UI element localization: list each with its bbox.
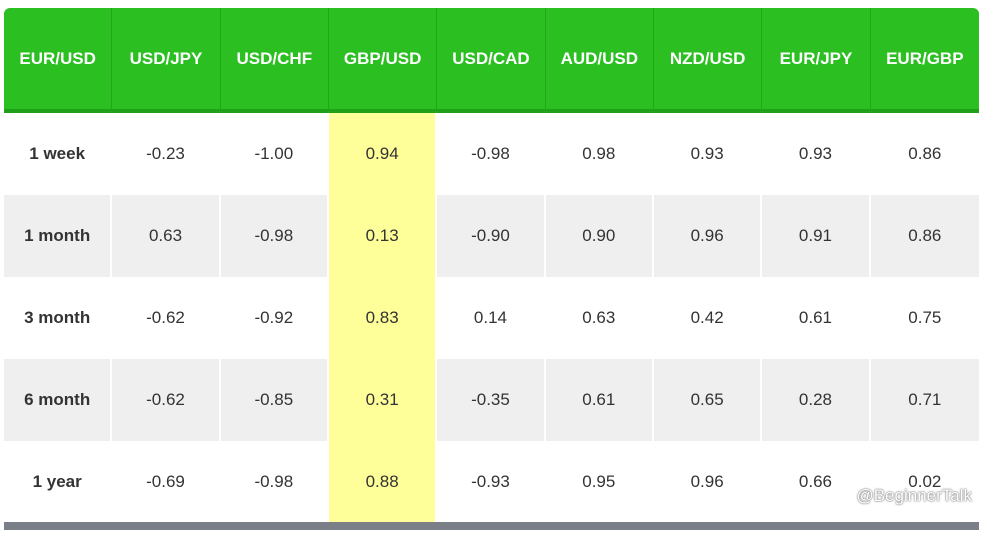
header-row: EUR/USD USD/JPY USD/CHF GBP/USD USD/CAD … xyxy=(4,8,979,113)
column-header: USD/CHF xyxy=(220,8,329,113)
watermark-text: @BeginnerTalk xyxy=(856,486,972,505)
row-period-label: 6 month xyxy=(4,359,113,441)
correlation-cell: 0.94 xyxy=(328,113,438,195)
correlation-cell: 0.75 xyxy=(870,277,979,359)
column-header: NZD/USD xyxy=(653,8,763,113)
correlation-cell: -1.00 xyxy=(220,113,329,195)
correlation-cell: 0.83 xyxy=(328,277,438,359)
correlation-cell: 0.86 xyxy=(870,195,979,277)
correlation-cell: 0.63 xyxy=(112,195,221,277)
correlation-cell: -0.69 xyxy=(112,441,221,523)
column-header: EUR/GBP xyxy=(870,8,979,113)
row-period-label: 1 month xyxy=(4,195,113,277)
correlation-cell: -0.85 xyxy=(220,359,329,441)
correlation-cell: 0.13 xyxy=(328,195,438,277)
correlation-table: EUR/USD USD/JPY USD/CHF GBP/USD USD/CAD … xyxy=(4,8,979,523)
correlation-cell: 0.93 xyxy=(762,113,871,195)
table-bottom-border xyxy=(4,522,979,530)
column-header: EUR/USD xyxy=(4,8,113,113)
table-row: 6 month -0.62 -0.85 0.31 -0.35 0.61 0.65 0.28 0.… xyxy=(4,359,979,441)
correlation-cell: 0.71 xyxy=(870,359,979,441)
table-row: 1 year -0.69 -0.98 0.88 -0.93 0.95 0.96 0.66 0.0… xyxy=(4,441,979,523)
correlation-cell: 0.02 xyxy=(870,441,979,523)
correlation-cell: -0.35 xyxy=(437,359,546,441)
correlation-cell: 0.88 xyxy=(328,441,438,523)
correlation-cell: 0.96 xyxy=(653,441,763,523)
correlation-cell: -0.98 xyxy=(437,113,546,195)
correlation-cell: -0.62 xyxy=(112,359,221,441)
table-row: 3 month -0.62 -0.92 0.83 0.14 0.63 0.42 0.61 0.7… xyxy=(4,277,979,359)
correlation-cell: 0.61 xyxy=(545,359,654,441)
correlation-cell: 0.14 xyxy=(437,277,546,359)
correlation-cell: -0.90 xyxy=(437,195,546,277)
column-header: USD/JPY xyxy=(112,8,221,113)
table-row: 1 week -0.23 -1.00 0.94 -0.98 0.98 0.93 0.93 0.8… xyxy=(4,113,979,195)
correlation-cell: -0.98 xyxy=(220,195,329,277)
chat-bubble-icon xyxy=(834,488,853,505)
correlation-cell: 0.65 xyxy=(653,359,763,441)
column-header: USD/CAD xyxy=(437,8,546,113)
correlation-cell: 0.93 xyxy=(653,113,763,195)
row-period-label: 1 year xyxy=(4,441,113,523)
column-header: GBP/USD xyxy=(328,8,438,113)
correlation-cell: -0.23 xyxy=(112,113,221,195)
correlation-cell: -0.92 xyxy=(220,277,329,359)
correlation-cell: 0.42 xyxy=(653,277,763,359)
correlation-cell: 0.95 xyxy=(545,441,654,523)
correlation-cell: 0.63 xyxy=(545,277,654,359)
correlation-cell: 0.91 xyxy=(762,195,871,277)
correlation-cell: 0.61 xyxy=(762,277,871,359)
watermark: @BeginnerTalk xyxy=(834,486,972,506)
column-header: AUD/USD xyxy=(545,8,654,113)
correlation-cell: 0.31 xyxy=(328,359,438,441)
correlation-cell: 0.98 xyxy=(545,113,654,195)
correlation-cell: 0.28 xyxy=(762,359,871,441)
table-body: 1 week -0.23 -1.00 0.94 -0.98 0.98 0.93 0.93 0.8… xyxy=(4,113,979,523)
correlation-cell: 0.96 xyxy=(653,195,763,277)
correlation-cell: -0.62 xyxy=(112,277,221,359)
correlation-cell: -0.98 xyxy=(220,441,329,523)
correlation-table-container: EUR/USD USD/JPY USD/CHF GBP/USD USD/CAD … xyxy=(4,8,979,531)
row-period-label: 1 week xyxy=(4,113,113,195)
table-row: 1 month 0.63 -0.98 0.13 -0.90 0.90 0.96 0.91 0.8… xyxy=(4,195,979,277)
correlation-cell: 0.86 xyxy=(870,113,979,195)
column-header: EUR/JPY xyxy=(762,8,871,113)
correlation-cell: 0.90 xyxy=(545,195,654,277)
correlation-cell: 0.66 xyxy=(762,441,871,523)
correlation-cell: -0.93 xyxy=(437,441,546,523)
row-period-label: 3 month xyxy=(4,277,113,359)
